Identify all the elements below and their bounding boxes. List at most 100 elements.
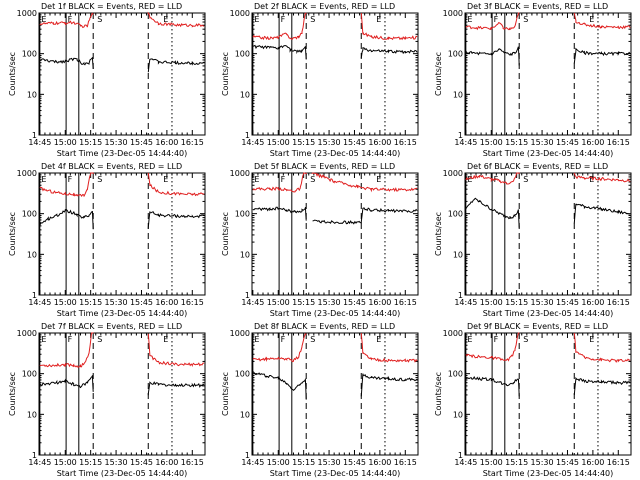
events-series-line (39, 208, 205, 230)
events-series-line (465, 46, 631, 66)
y-axis-label: Counts/sec (434, 52, 443, 96)
panel-title: Det 9f BLACK = Events, RED = LLD (467, 322, 608, 331)
event-marker-label: S (310, 175, 315, 184)
y-tick-label: 1 (32, 291, 37, 300)
x-tick-label: 15:00 (480, 298, 503, 307)
detector-panel-3: Det 3f BLACK = Events, RED = LLD Start Ti… (434, 2, 632, 158)
x-tick-label: 14:45 (28, 458, 51, 467)
lld-series-line (465, 172, 631, 185)
x-tick-label: 14:45 (28, 298, 51, 307)
plot-frame (464, 172, 632, 296)
event-marker-label: E (589, 15, 594, 24)
x-tick-label: 15:15 (292, 298, 315, 307)
x-tick-label: 15:00 (267, 458, 290, 467)
lld-series-line (252, 172, 418, 193)
event-marker-label: S (523, 335, 528, 344)
x-axis-label: Start Time (23-Dec-05 14:44:40) (57, 469, 188, 478)
lld-series-line (465, 332, 631, 363)
y-tick-label: 10 (453, 250, 463, 259)
x-tick-label: 15:15 (79, 138, 102, 147)
x-tick-label: 15:00 (480, 458, 503, 467)
x-tick-label: 16:00 (155, 138, 178, 147)
y-tick-label: 100 (22, 50, 37, 59)
x-tick-label: 14:45 (454, 458, 477, 467)
x-tick-label: 14:45 (28, 138, 51, 147)
event-marker-label: E (41, 335, 46, 344)
events-series-line (465, 197, 631, 228)
x-axis-label: Start Time (23-Dec-05 14:44:40) (483, 309, 614, 318)
x-tick-label: 16:00 (581, 298, 604, 307)
panel-title: Det 3f BLACK = Events, RED = LLD (467, 2, 608, 11)
panel-title: Det 8f BLACK = Events, RED = LLD (254, 322, 395, 331)
x-tick-label: 15:15 (79, 458, 102, 467)
event-marker-label: E (254, 175, 259, 184)
event-marker-label: S (523, 175, 528, 184)
x-tick-label: 16:15 (394, 298, 417, 307)
y-tick-label: 100 (235, 210, 250, 219)
plot-frame (38, 12, 206, 136)
y-axis-label: Counts/sec (8, 52, 17, 96)
x-tick-label: 14:45 (454, 298, 477, 307)
x-tick-label: 16:15 (394, 458, 417, 467)
panel-title: Det 7f BLACK = Events, RED = LLD (41, 322, 182, 331)
lld-series-line (252, 12, 418, 41)
y-axis-label: Counts/sec (221, 52, 230, 96)
x-axis-label: Start Time (23-Dec-05 14:44:40) (57, 309, 188, 318)
x-tick-label: 16:00 (155, 298, 178, 307)
x-tick-label: 15:00 (267, 298, 290, 307)
y-tick-label: 10 (453, 410, 463, 419)
x-tick-label: 15:00 (480, 138, 503, 147)
x-tick-label: 15:45 (556, 458, 579, 467)
y-tick-label: 1 (458, 131, 463, 140)
y-tick-label: 100 (22, 370, 37, 379)
detector-panel-5: Det 5f BLACK = Events, RED = LLD Start Ti… (221, 162, 419, 318)
events-series-line (39, 57, 205, 73)
x-tick-label: 14:45 (241, 138, 264, 147)
x-tick-label: 14:45 (241, 458, 264, 467)
y-tick-label: 100 (448, 50, 463, 59)
x-tick-label: 16:15 (607, 298, 630, 307)
x-tick-label: 15:45 (343, 458, 366, 467)
x-axis-label: Start Time (23-Dec-05 14:44:40) (270, 469, 401, 478)
x-tick-label: 15:30 (318, 138, 341, 147)
y-tick-label: 10 (27, 410, 37, 419)
y-axis-label: Counts/sec (8, 212, 17, 256)
event-marker-label: F (68, 15, 73, 24)
x-tick-label: 15:00 (54, 138, 77, 147)
detector-panel-8: Det 8f BLACK = Events, RED = LLD Start Ti… (221, 322, 419, 478)
event-marker-label: E (467, 175, 472, 184)
event-marker-label: E (163, 175, 168, 184)
x-tick-label: 15:45 (130, 458, 153, 467)
y-tick-label: 1000 (230, 169, 250, 178)
x-tick-label: 16:15 (181, 138, 204, 147)
x-tick-label: 15:30 (105, 458, 128, 467)
x-tick-label: 15:45 (343, 138, 366, 147)
y-tick-label: 10 (453, 90, 463, 99)
x-axis-label: Start Time (23-Dec-05 14:44:40) (483, 149, 614, 158)
detector-panel-2: Det 2f BLACK = Events, RED = LLD Start Ti… (221, 2, 419, 158)
x-tick-label: 15:30 (318, 458, 341, 467)
panel-title: Det 2f BLACK = Events, RED = LLD (254, 2, 395, 11)
event-marker-label: E (163, 15, 168, 24)
x-tick-label: 15:15 (505, 138, 528, 147)
x-tick-label: 16:15 (607, 138, 630, 147)
y-axis-label: Counts/sec (434, 212, 443, 256)
x-tick-label: 15:00 (54, 298, 77, 307)
plot-frame (251, 12, 419, 136)
event-marker-label: E (467, 15, 472, 24)
detector-panel-6: Det 6f BLACK = Events, RED = LLD Start Ti… (434, 162, 632, 318)
events-series-line (252, 44, 418, 60)
x-tick-label: 16:15 (181, 298, 204, 307)
plot-frame (38, 332, 206, 456)
events-series-line (252, 371, 418, 400)
x-tick-label: 15:15 (505, 458, 528, 467)
lld-series-line (39, 332, 205, 369)
y-tick-label: 10 (27, 90, 37, 99)
detector-panel-1: Det 1f BLACK = Events, RED = LLD Start Ti… (8, 2, 206, 158)
x-tick-label: 14:45 (241, 298, 264, 307)
x-tick-label: 15:15 (505, 298, 528, 307)
y-tick-label: 1 (245, 451, 250, 460)
x-tick-label: 16:15 (181, 458, 204, 467)
event-marker-label: S (523, 15, 528, 24)
event-marker-label: F (494, 15, 499, 24)
